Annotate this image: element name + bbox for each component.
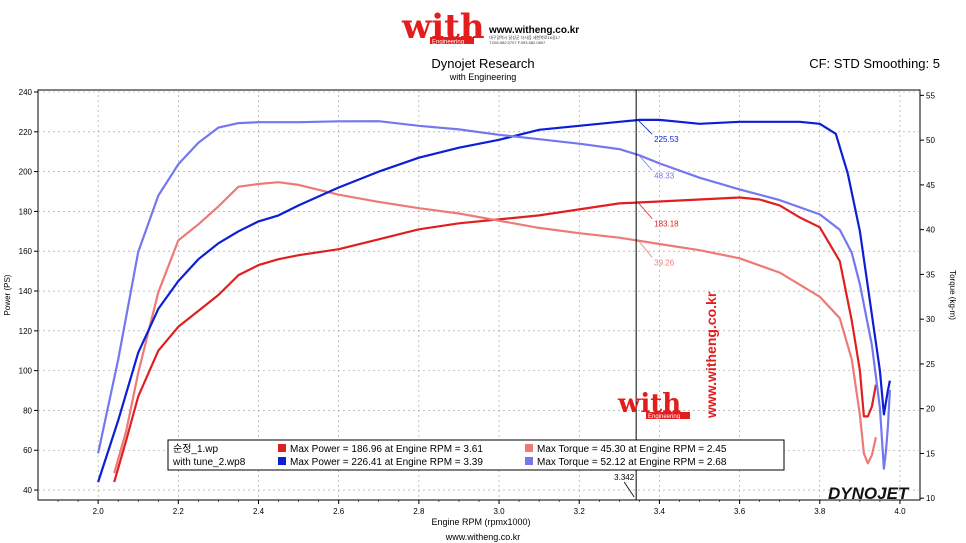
- header-contact-line1: 대구광역시 달성군 다사읍 세천북로16길17: [489, 34, 561, 40]
- cursor-value-power1: 183.18: [654, 220, 679, 229]
- cursor-value-power2: 225.53: [654, 135, 679, 144]
- x-tick-label: 3.6: [734, 507, 746, 516]
- y-right-tick-label: 30: [926, 315, 935, 324]
- y-right-tick-label: 45: [926, 181, 935, 190]
- series-line-power1: [113, 196, 877, 483]
- chart-settings-label: CF: STD Smoothing: 5: [809, 56, 940, 71]
- x-tick-label: 3.4: [654, 507, 666, 516]
- y-axis-left-title: Power (PS): [3, 274, 12, 315]
- logo-sub-text: Engineering: [432, 40, 464, 46]
- series-line-torque1: [113, 181, 877, 474]
- header-logo: with Engineering: [401, 7, 485, 47]
- y-right-tick-label: 15: [926, 449, 935, 458]
- watermark-vertical-url: www.witheng.co.kr: [703, 291, 719, 419]
- dynojet-logo: DYNOJET: [828, 484, 910, 503]
- x-tick-label: 2.2: [173, 507, 185, 516]
- y-left-tick-label: 200: [19, 168, 33, 177]
- y-left-tick-label: 60: [23, 446, 32, 455]
- y-left-tick-label: 40: [23, 486, 32, 495]
- y-left-tick-label: 140: [19, 287, 33, 296]
- cursor-pointer-torque2: [637, 154, 653, 171]
- axis-ticks: 2.0 2.2 2.4 2.6 2.8 3.0 3.2 3.4 3.6 3.8 4.0 40 60 80 1…: [19, 88, 936, 516]
- y-left-tick-label: 160: [19, 247, 33, 256]
- rpm-cursor: 3.342 225.53 48.33 183.18 39.26: [614, 90, 679, 500]
- y-left-tick-label: 100: [19, 367, 33, 376]
- header-contact: www.witheng.co.kr 대구광역시 달성군 다사읍 세천북로16길1…: [488, 25, 579, 45]
- y-axis-right-title: Torque (kg-m): [948, 270, 957, 320]
- legend: 순정_1.wp Max Power = 186.96 at Engine RPM…: [167, 439, 785, 471]
- x-tick-label: 2.4: [253, 507, 265, 516]
- legend-torque-1: Max Torque = 45.30 at Engine RPM = 2.45: [537, 444, 727, 455]
- x-tick-label: 2.0: [93, 507, 105, 516]
- header-site-url: www.witheng.co.kr: [488, 25, 579, 36]
- series-line-torque2: [97, 120, 891, 470]
- legend-box: [167, 439, 785, 471]
- x-axis-title: Engine RPM (rpmx1000): [431, 517, 530, 527]
- cursor-rpm-pointer: [623, 481, 635, 498]
- header-contact-line2: T.053.582.0707 F.053.582.0807: [489, 40, 546, 45]
- y-right-tick-label: 10: [926, 494, 935, 503]
- watermark: with Engineering www.witheng.co.kr: [617, 291, 719, 420]
- y-right-tick-label: 20: [926, 405, 935, 414]
- chart-title: Dynojet Research: [431, 56, 534, 71]
- series-line-power2: [97, 118, 891, 483]
- legend-torque-2: Max Torque = 52.12 at Engine RPM = 2.68: [537, 457, 727, 468]
- legend-swatch-torque1: [525, 444, 533, 452]
- y-right-tick-label: 35: [926, 270, 935, 279]
- y-right-tick-label: 40: [926, 226, 935, 235]
- y-right-tick-label: 50: [926, 136, 935, 145]
- x-tick-label: 4.0: [894, 507, 906, 516]
- x-tick-label: 3.8: [814, 507, 826, 516]
- legend-power-1: Max Power = 186.96 at Engine RPM = 3.61: [290, 444, 483, 455]
- x-tick-label: 3.0: [493, 507, 505, 516]
- footer-url: www.witheng.co.kr: [445, 532, 521, 542]
- legend-swatch-torque2: [525, 457, 533, 465]
- y-right-tick-label: 25: [926, 360, 935, 369]
- legend-file-2: with tune_2.wp8: [172, 457, 246, 468]
- y-left-tick-label: 80: [23, 406, 32, 415]
- cursor-rpm-label: 3.342: [614, 473, 635, 482]
- x-tick-label: 2.8: [413, 507, 425, 516]
- legend-swatch-power1: [278, 444, 286, 452]
- y-left-tick-label: 120: [19, 327, 33, 336]
- grid-lines: [38, 90, 920, 500]
- dynojet-brand: DYNOJET: [828, 484, 910, 503]
- series-lines: [97, 118, 891, 483]
- y-right-tick-label: 55: [926, 91, 935, 100]
- y-left-tick-label: 180: [19, 207, 33, 216]
- logo-sub-bar: [430, 37, 474, 44]
- plot-frame: [37, 89, 921, 501]
- legend-power-2: Max Power = 226.41 at Engine RPM = 3.39: [290, 457, 483, 468]
- y-left-tick-label: 240: [19, 88, 33, 97]
- chart-subtitle: with Engineering: [449, 72, 517, 82]
- watermark-sub-bar: [646, 412, 690, 419]
- cursor-pointer-torque1: [637, 240, 653, 258]
- cursor-value-torque2: 48.33: [654, 171, 675, 180]
- cursor-pointer-power1: [637, 202, 653, 219]
- watermark-sub-text: Engineering: [648, 414, 680, 420]
- x-tick-label: 3.2: [574, 507, 586, 516]
- x-tick-label: 2.6: [333, 507, 345, 516]
- legend-file-1: 순정_1.wp: [173, 443, 219, 455]
- y-left-tick-label: 220: [19, 128, 33, 137]
- legend-swatch-power2: [278, 457, 286, 465]
- cursor-value-torque1: 39.26: [654, 258, 675, 267]
- cursor-pointer-power2: [637, 119, 653, 135]
